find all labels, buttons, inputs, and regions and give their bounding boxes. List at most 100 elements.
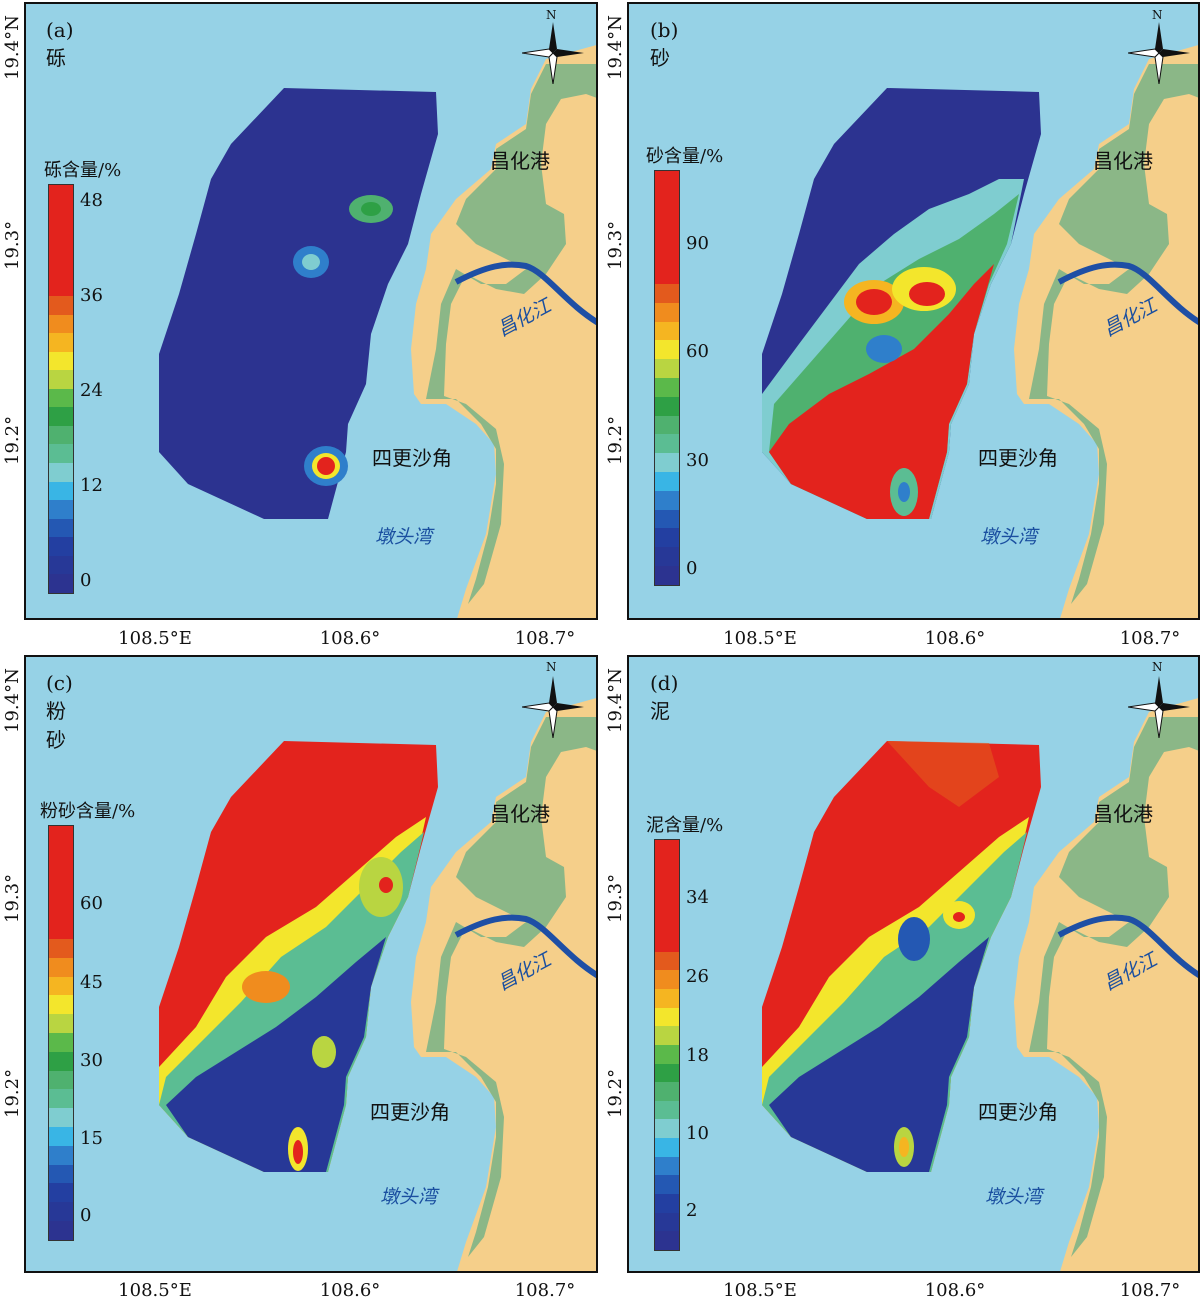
north-arrow-icon xyxy=(522,676,584,738)
legend-swatch xyxy=(655,1100,679,1120)
legend-swatch xyxy=(49,314,73,334)
place-label-port: 昌化港 xyxy=(490,802,550,826)
legend-swatch xyxy=(655,566,679,585)
legend-swatch xyxy=(49,388,73,408)
legend-swatch xyxy=(49,976,73,996)
legend-swatch xyxy=(655,547,679,567)
gravel-patch xyxy=(302,254,320,270)
place-label-cape: 四更沙角 xyxy=(978,446,1058,470)
legend-swatch xyxy=(49,1127,73,1146)
legend-tick: 0 xyxy=(80,1205,92,1226)
legend-swatch xyxy=(655,171,679,190)
y-tick-label: 19.3° xyxy=(605,873,626,923)
sand-zone xyxy=(769,264,994,519)
bay-label: 墩头湾 xyxy=(985,1186,1043,1208)
legend-swatch xyxy=(655,453,679,472)
legend-tick: 90 xyxy=(686,233,709,254)
legend-tick: 45 xyxy=(80,972,103,993)
legend-swatch xyxy=(655,1138,679,1157)
map-frame xyxy=(627,655,1200,1273)
legend-tick: 15 xyxy=(80,1128,103,1149)
legend-swatch xyxy=(655,1063,679,1083)
legend-tick: 12 xyxy=(80,475,103,496)
mud-patch xyxy=(898,917,930,961)
river xyxy=(454,261,596,325)
legend-tick: 34 xyxy=(686,887,709,908)
bay-label: 墩头湾 xyxy=(380,1186,438,1208)
mud-zone xyxy=(887,741,999,807)
y-tick-label: 19.2° xyxy=(605,415,626,465)
y-tick-label: 19.3° xyxy=(605,220,626,270)
map-frame xyxy=(24,655,598,1273)
legend-swatch xyxy=(655,970,679,989)
place-label-port: 昌化港 xyxy=(1093,802,1153,826)
legend-colorbar xyxy=(48,825,74,1241)
y-tick-label: 19.2° xyxy=(605,1068,626,1118)
bay-label: 墩头湾 xyxy=(980,526,1038,548)
x-tick-label: 108.7° xyxy=(514,1280,576,1301)
legend-swatch xyxy=(49,333,73,352)
legend-swatch xyxy=(655,1156,679,1176)
land xyxy=(1014,45,1198,618)
legend-tick: 60 xyxy=(686,341,709,362)
legend-swatch xyxy=(655,490,679,510)
map-c xyxy=(159,698,596,1271)
legend-swatch xyxy=(655,1212,679,1232)
legend-swatch xyxy=(655,1026,679,1045)
legend-swatch xyxy=(655,895,679,915)
legend-swatch xyxy=(49,481,73,501)
legend-swatch xyxy=(49,1032,73,1052)
legend-swatch xyxy=(49,826,73,845)
place-label-cape: 四更沙角 xyxy=(370,1100,450,1124)
legend-colorbar xyxy=(654,839,680,1251)
legend-swatch xyxy=(655,189,679,209)
tidal-flat xyxy=(1029,717,1198,1257)
legend-swatch xyxy=(655,396,679,416)
gravel-patch xyxy=(361,202,381,216)
legend-title: 泥含量/% xyxy=(646,815,724,836)
legend-swatch xyxy=(49,1089,73,1109)
sand-patch xyxy=(909,282,945,306)
legend-swatch xyxy=(49,351,73,371)
legend-swatch xyxy=(49,537,73,556)
legend-swatch xyxy=(49,555,73,575)
legend-swatch xyxy=(655,265,679,284)
legend-swatch xyxy=(49,863,73,883)
legend-tick: 24 xyxy=(80,380,103,401)
north-arrow-label: N xyxy=(546,660,557,674)
sand-patch xyxy=(856,289,892,315)
legend-swatch xyxy=(655,359,679,378)
x-tick-label: 108.6° xyxy=(924,628,986,649)
map-b xyxy=(762,45,1198,618)
map-a xyxy=(159,45,596,618)
y-tick-label: 19.4°N xyxy=(605,15,626,80)
north-arrow-label: N xyxy=(1152,660,1163,674)
map-frame xyxy=(627,2,1200,620)
legend-swatch xyxy=(49,203,73,223)
place-label-port: 昌化港 xyxy=(1093,149,1153,173)
river xyxy=(1057,914,1198,978)
legend-swatch xyxy=(655,321,679,341)
legend-tick: 36 xyxy=(80,285,103,306)
legend-swatch xyxy=(655,528,679,548)
legend-swatch xyxy=(655,227,679,247)
legend-swatch xyxy=(655,877,679,896)
sand-patch xyxy=(866,335,902,363)
legend-swatch xyxy=(655,415,679,435)
legend-swatch xyxy=(49,920,73,939)
x-tick-label: 108.5°E xyxy=(118,1280,192,1301)
legend-swatch xyxy=(655,989,679,1008)
legend-swatch xyxy=(49,462,73,482)
tidal-flat xyxy=(1029,64,1198,604)
legend-swatch xyxy=(655,1231,679,1250)
legend-swatch xyxy=(655,914,679,934)
y-tick-label: 19.2° xyxy=(2,1068,23,1118)
silt-zone xyxy=(166,937,386,1172)
legend-tick: 60 xyxy=(80,893,103,914)
panel-title: (d)泥 xyxy=(650,671,679,723)
legend-swatch xyxy=(49,500,73,519)
x-tick-label: 108.7° xyxy=(1119,628,1181,649)
legend-swatch xyxy=(49,185,73,204)
legend-swatch xyxy=(655,1175,679,1194)
legend-swatch xyxy=(655,509,679,529)
